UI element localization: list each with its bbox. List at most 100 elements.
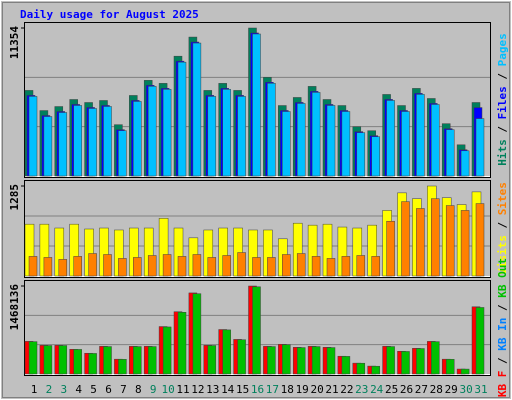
bar bbox=[43, 116, 53, 177]
legend-separator: / bbox=[496, 66, 509, 86]
bar bbox=[133, 257, 142, 277]
bar bbox=[237, 339, 246, 375]
legend-entry: Hits bbox=[496, 139, 509, 166]
x-tick-label: 7 bbox=[120, 383, 127, 396]
x-tick-label: 19 bbox=[296, 383, 309, 396]
x-tick-label: 17 bbox=[266, 383, 279, 396]
bar bbox=[73, 256, 82, 277]
bar bbox=[326, 347, 336, 375]
bar bbox=[73, 105, 82, 177]
bar bbox=[475, 203, 485, 277]
bar bbox=[177, 61, 187, 177]
bar bbox=[445, 205, 455, 277]
bar bbox=[162, 326, 172, 375]
x-tick-label: 23 bbox=[355, 383, 368, 396]
legend-entry: Files bbox=[496, 86, 509, 119]
bar bbox=[133, 101, 142, 177]
bar bbox=[192, 293, 202, 375]
bar bbox=[58, 259, 68, 277]
bar bbox=[326, 258, 336, 277]
bar bbox=[222, 89, 231, 177]
x-tick-label: 16 bbox=[251, 383, 264, 396]
x-tick-label: 6 bbox=[105, 383, 112, 396]
bar bbox=[386, 346, 395, 375]
x-tick-label: 14 bbox=[221, 383, 235, 396]
bar bbox=[118, 130, 127, 177]
bar bbox=[296, 253, 306, 277]
bar bbox=[371, 256, 380, 277]
legend-entry: Pages bbox=[496, 33, 509, 66]
bar bbox=[282, 344, 291, 375]
x-tick-label: 22 bbox=[340, 383, 353, 396]
x-tick-label: 11 bbox=[176, 383, 189, 396]
bar bbox=[386, 100, 395, 177]
x-tick-label: 27 bbox=[415, 383, 428, 396]
x-tick-label: 20 bbox=[310, 383, 323, 396]
x-tick-label: 4 bbox=[75, 383, 82, 396]
x-tick-label: 9 bbox=[150, 383, 157, 396]
bar bbox=[356, 132, 366, 177]
bar bbox=[311, 92, 321, 177]
bar bbox=[252, 286, 261, 375]
legend: Visits / Sites bbox=[496, 182, 509, 275]
bar bbox=[267, 83, 276, 177]
bar bbox=[386, 220, 395, 277]
bar bbox=[192, 42, 202, 177]
bar bbox=[177, 256, 187, 277]
x-tick-label: 28 bbox=[430, 383, 443, 396]
bar bbox=[73, 349, 82, 375]
legend-separator: / bbox=[496, 119, 509, 139]
bar bbox=[43, 257, 53, 277]
bar bbox=[311, 346, 321, 375]
legend: KB F / KB In / KB Out bbox=[496, 258, 509, 397]
bar bbox=[296, 347, 306, 375]
legend-separator: / bbox=[496, 215, 509, 235]
bar bbox=[207, 257, 217, 277]
bar bbox=[401, 111, 410, 177]
bar bbox=[296, 103, 306, 177]
bar bbox=[162, 89, 172, 177]
bar bbox=[177, 312, 187, 375]
bar bbox=[28, 256, 38, 277]
legend-entry: Sites bbox=[496, 182, 509, 215]
bar bbox=[282, 111, 291, 177]
bar bbox=[341, 111, 351, 177]
y-tick-label: 1468136 bbox=[8, 284, 21, 331]
bar bbox=[207, 345, 217, 375]
x-tick-label: 2 bbox=[46, 383, 53, 396]
x-tick-label: 30 bbox=[459, 383, 472, 396]
bar bbox=[431, 104, 440, 177]
legend-entry: KB Out bbox=[496, 258, 509, 298]
bar bbox=[162, 254, 172, 277]
bar bbox=[445, 129, 455, 177]
x-tick-label: 10 bbox=[161, 383, 174, 396]
x-tick-label: 1 bbox=[31, 383, 38, 396]
legend-separator: / bbox=[496, 351, 509, 371]
bar bbox=[103, 106, 112, 177]
bar bbox=[401, 201, 410, 277]
bar bbox=[475, 307, 485, 375]
legend: Hits / Files / Pages bbox=[496, 33, 509, 166]
legend-entry: KB In bbox=[496, 318, 509, 351]
bar bbox=[326, 105, 336, 177]
bar bbox=[445, 359, 455, 375]
bar bbox=[267, 346, 276, 375]
x-tick-label: 3 bbox=[60, 383, 67, 396]
bar bbox=[252, 257, 261, 277]
bar bbox=[88, 353, 97, 375]
bar bbox=[88, 108, 97, 177]
bar bbox=[371, 136, 380, 177]
bar bbox=[58, 345, 68, 375]
bar bbox=[267, 257, 276, 277]
bar bbox=[416, 208, 425, 277]
bar bbox=[341, 356, 351, 375]
bar bbox=[252, 33, 261, 177]
bar bbox=[222, 255, 231, 277]
x-tick-label: 26 bbox=[400, 383, 413, 396]
bar bbox=[356, 255, 366, 277]
bar bbox=[147, 86, 157, 177]
bar bbox=[28, 341, 38, 375]
x-tick-label: 15 bbox=[236, 383, 249, 396]
legend-separator: / bbox=[496, 298, 509, 318]
